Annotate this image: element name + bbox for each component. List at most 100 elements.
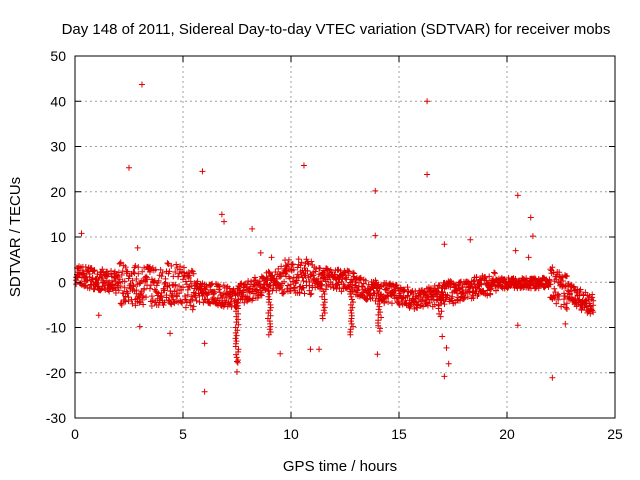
band-point [350,269,357,276]
band-point [121,284,128,291]
band-point [244,281,251,288]
outlier-point [439,333,446,340]
band-point [158,273,165,280]
outlier-point [527,214,534,221]
streak-point [348,315,355,322]
band-point [487,286,494,293]
band-point [568,294,575,301]
band-point [122,264,129,271]
band-point [563,300,570,307]
band-point [132,302,139,309]
band-point [164,260,171,267]
streak-point [233,332,240,339]
band-point [110,281,117,288]
band-point [140,292,147,299]
band-point [281,289,288,296]
band-point [286,275,293,282]
outlier-point [234,358,240,365]
outlier-point [138,81,145,88]
band-point [236,283,243,290]
y-tick-label: 0 [58,274,66,290]
band-point [118,300,125,307]
band-point [589,294,596,301]
band-point [342,275,349,282]
band-point [563,272,570,279]
band-point [186,272,193,279]
band-point [122,293,129,300]
outlier-point [95,312,102,319]
band-point [136,299,143,306]
band-point [140,301,147,308]
band-point [160,301,167,308]
band-point [477,276,484,283]
band-point [113,272,120,279]
band-point [369,294,376,301]
band-point [295,256,302,263]
x-tick-label: 10 [283,426,299,442]
band-point [228,295,235,302]
outlier-point [424,98,431,105]
streak-point [347,307,354,314]
x-tick-label: 20 [499,426,515,442]
band-point [563,305,570,312]
band-point [385,299,392,306]
x-tick-label: 15 [391,426,407,442]
band-point [444,292,451,299]
band-point [182,304,189,311]
streak-point [376,298,383,305]
band-point [157,292,164,299]
band-point [109,277,116,284]
band-point [241,299,248,306]
band-point [555,296,562,303]
band-point [333,285,340,292]
band-point [216,289,223,296]
band-point [245,278,252,285]
band-point [590,309,597,316]
band-point [553,300,560,307]
outlier-point [443,344,450,351]
band-point [240,287,247,294]
streak-point [265,288,272,295]
band-point [208,281,215,288]
band-point [561,290,568,297]
streak-point [378,314,385,321]
band-point [290,274,297,281]
band-point [220,282,227,289]
band-point [562,304,569,311]
band-point [97,287,104,294]
band-point [258,289,265,296]
band-point [285,256,292,263]
band-point [301,272,308,279]
y-tick-label: -30 [46,410,66,426]
outlier-point [167,330,174,337]
band-point [124,290,131,297]
streak-point [233,338,240,345]
band-point [460,295,467,302]
band-point [122,298,129,305]
outlier-point [300,162,307,169]
band-point [366,291,373,298]
outlier-point [78,230,85,237]
band-point [278,263,285,270]
band-point [419,298,426,305]
data-points [73,81,597,395]
band-point [551,285,558,292]
streak-point [347,326,354,333]
streak-point [348,320,355,327]
band-point [396,292,403,299]
streak-point [320,288,327,295]
band-point [196,298,203,305]
band-point [256,278,263,285]
band-point [549,264,556,271]
streak-point [232,343,239,350]
band-point [496,279,503,286]
band-point [189,306,196,313]
streak-point [347,331,354,338]
band-point [323,265,330,272]
band-point [174,293,181,300]
band-point [86,285,93,292]
outlier-point [372,187,379,194]
streak-point [235,321,242,328]
band-point [215,286,222,293]
streak-point [266,326,273,333]
